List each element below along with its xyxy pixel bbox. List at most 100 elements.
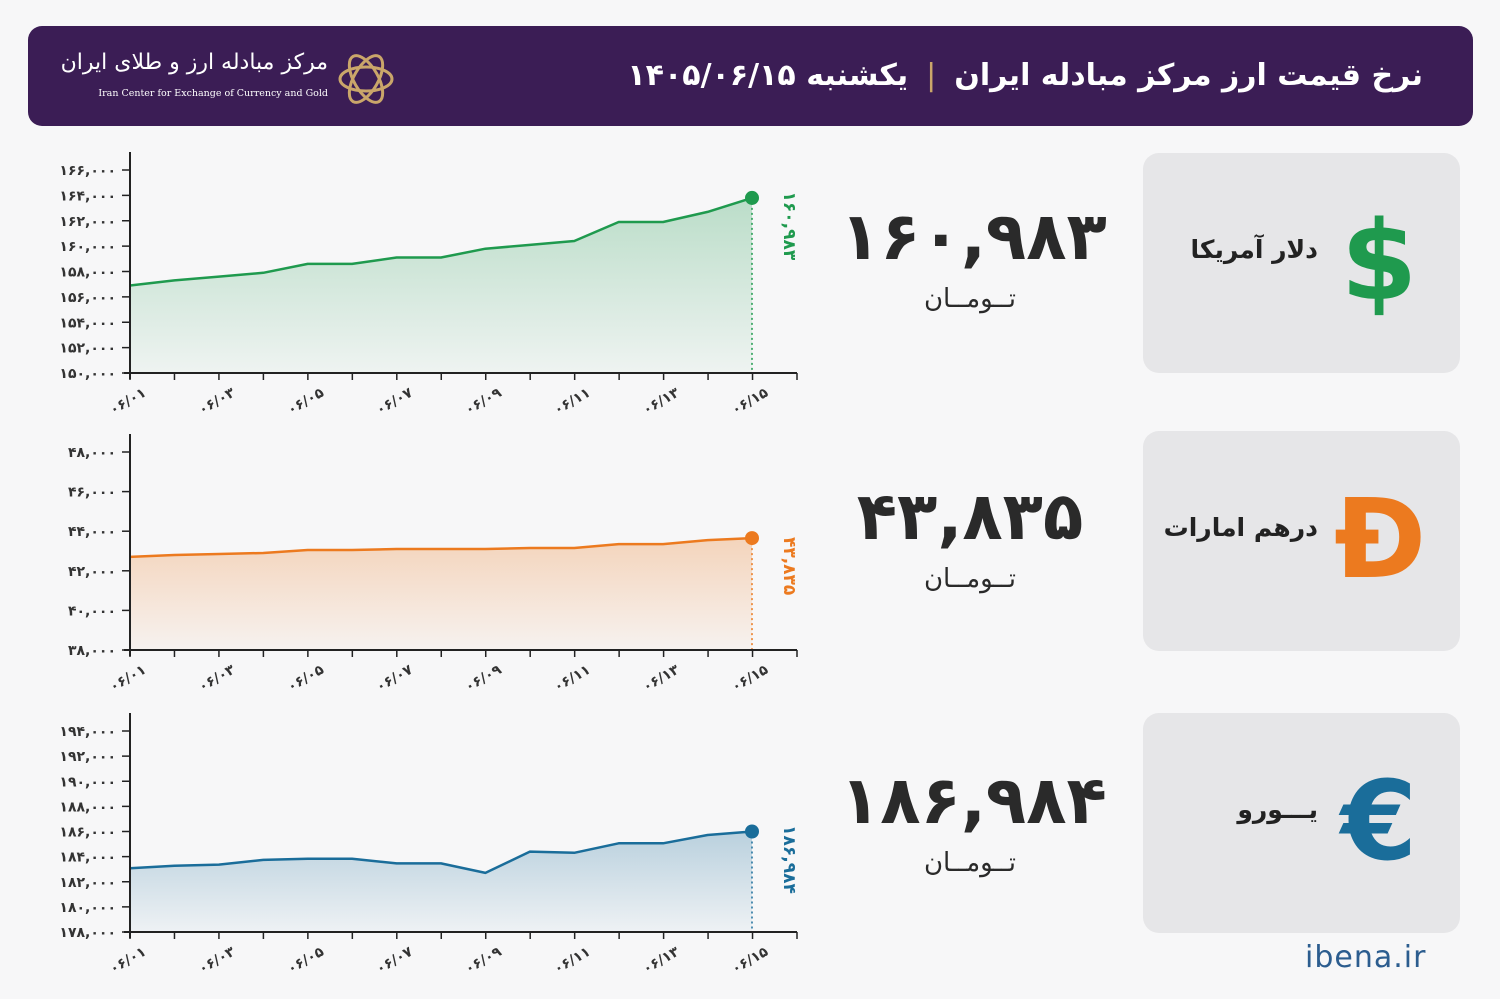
x-tick-label-eur: ۰۶/۱۱ (551, 944, 593, 978)
currency-name-usd: دلار آمریکا (1190, 235, 1318, 264)
chart-point-eur (261, 858, 265, 862)
dollar-icon: $ (1340, 197, 1418, 325)
title-day: یکشنبه (806, 58, 909, 93)
x-tick-label-aed: ۰۶/۱۵ (729, 662, 771, 696)
y-tick-label-usd: ۱۶۴,۰۰۰ (59, 188, 116, 204)
chart-point-usd (350, 262, 354, 266)
chart-point-eur (617, 841, 621, 845)
unit-aed: تــومــان (923, 564, 1017, 594)
chart-point-usd (261, 271, 265, 275)
chart-point-eur (217, 863, 221, 867)
unit-usd: تــومــان (923, 284, 1017, 314)
y-tick-label-aed: ۴۸,۰۰۰ (68, 445, 116, 461)
chart-point-aed (395, 547, 399, 551)
y-tick-label-eur: ۱۸۸,۰۰۰ (59, 799, 116, 815)
y-tick-label-usd: ۱۶۶,۰۰۰ (59, 163, 116, 179)
chart-point-aed (706, 538, 710, 542)
chart-point-aed (439, 547, 443, 551)
chart-point-aed (350, 548, 354, 552)
chart-area-eur (130, 831, 752, 932)
chart-point-aed (572, 546, 576, 550)
chart-point-usd (528, 243, 532, 247)
chart-point-eur (439, 861, 443, 865)
x-tick-label-aed: ۰۶/۰۷ (374, 662, 416, 696)
page-title: نرخ قیمت ارز مرکز مبادله ایران | یکشنبه ۱۴… (627, 50, 1423, 102)
chart-point-aed (483, 547, 487, 551)
y-tick-label-eur: ۱۸۲,۰۰۰ (59, 875, 116, 891)
chart-point-eur (661, 841, 665, 845)
x-tick-label-usd: ۰۶/۰۱ (107, 385, 149, 419)
chart-point-eur (528, 850, 532, 854)
chart-point-eur (395, 861, 399, 865)
header-bar: نرخ قیمت ارز مرکز مبادله ایران | یکشنبه ۱۴… (28, 26, 1473, 126)
y-tick-label-usd: ۱۵۶,۰۰۰ (59, 290, 116, 306)
y-tick-label-aed: ۴۰,۰۰۰ (68, 603, 116, 619)
logo-name-en: Iran Center for Exchange of Currency and… (98, 88, 328, 99)
y-tick-label-eur: ۱۷۸,۰۰۰ (59, 925, 116, 941)
euro-icon: € (1340, 757, 1418, 885)
y-tick-label-eur: ۱۸۴,۰۰۰ (59, 850, 116, 866)
x-tick-label-eur: ۰۶/۰۱ (107, 944, 149, 978)
x-tick-label-aed: ۰۶/۰۳ (196, 662, 238, 696)
x-tick-label-aed: ۰۶/۰۹ (462, 662, 504, 696)
x-tick-label-eur: ۰۶/۰۷ (374, 944, 416, 978)
card-aed: Đ درهم امارات (1143, 431, 1460, 651)
chart-point-usd (439, 256, 443, 260)
x-tick-label-aed: ۰۶/۰۱ (107, 662, 149, 696)
unit-eur: تــومــان (923, 848, 1017, 878)
site-url[interactable]: ibena.ir (1305, 940, 1427, 975)
x-tick-label-eur: ۰۶/۱۳ (640, 944, 682, 978)
value-usd: ۱۶۰,۹۸۳ (840, 198, 1107, 275)
x-tick-label-usd: ۰۶/۱۳ (640, 385, 682, 419)
last-value-label-usd: ۱۶۰,۹۸۳ (779, 192, 799, 261)
x-tick-label-usd: ۰۶/۰۳ (196, 385, 238, 419)
chart-point-usd (745, 190, 759, 205)
chart-point-usd (617, 220, 621, 224)
y-tick-label-aed: ۴۲,۰۰۰ (68, 564, 116, 580)
chart-point-aed (172, 553, 176, 557)
chart-area-usd (130, 197, 752, 373)
x-tick-label-aed: ۰۶/۱۱ (551, 662, 593, 696)
value-aed: ۴۳,۸۳۵ (856, 478, 1084, 555)
chart-point-usd (172, 278, 176, 282)
x-tick-label-usd: ۰۶/۰۵ (285, 385, 327, 419)
chart-point-aed (261, 551, 265, 555)
chart-line-aed (129, 536, 753, 559)
chart-point-eur (572, 851, 576, 855)
chart-point-eur (172, 864, 176, 868)
chart-point-eur (350, 857, 354, 861)
chart-point-usd (483, 247, 487, 251)
x-tick-label-eur: ۰۶/۰۵ (285, 944, 327, 978)
chart-area-aed (130, 538, 752, 650)
logo-name-fa: مرکز مبادله ارز و طلای ایران (60, 50, 328, 75)
y-tick-label-eur: ۱۹۲,۰۰۰ (59, 749, 116, 765)
x-tick-label-usd: ۰۶/۰۹ (462, 385, 504, 419)
chart-point-aed (528, 546, 532, 550)
chart-point-eur (483, 871, 487, 875)
card-usd: $ دلار آمریکا (1143, 153, 1460, 373)
y-tick-label-eur: ۱۸۰,۰۰۰ (59, 900, 116, 916)
chart-point-aed (617, 542, 621, 546)
currency-name-eur: یـــورو (1237, 795, 1318, 824)
y-tick-label-aed: ۴۶,۰۰۰ (68, 485, 116, 501)
y-tick-label-usd: ۱۵۴,۰۰۰ (59, 315, 116, 331)
title-main: نرخ قیمت ارز مرکز مبادله ایران (954, 58, 1423, 93)
chart-point-aed (217, 552, 221, 556)
title-date: ۱۴۰۵/۰۶/۱۵ (627, 58, 796, 93)
y-tick-label-eur: ۱۸۶,۰۰۰ (59, 825, 116, 841)
x-tick-label-eur: ۰۶/۱۵ (729, 944, 771, 978)
chart-point-aed (745, 531, 759, 546)
y-tick-label-usd: ۱۶۰,۰۰۰ (59, 239, 116, 255)
x-tick-label-usd: ۰۶/۱۱ (551, 385, 593, 419)
chart-point-aed (661, 542, 665, 546)
chart-point-aed (306, 548, 310, 552)
chart-point-eur (745, 824, 759, 839)
y-tick-label-usd: ۱۶۲,۰۰۰ (59, 214, 116, 230)
logo: مرکز مبادله ارز و طلای ایران Iran Center… (61, 44, 398, 114)
chart-point-usd (572, 239, 576, 243)
chart-point-usd (306, 262, 310, 266)
x-tick-label-aed: ۰۶/۱۳ (640, 662, 682, 696)
value-eur: ۱۸۶,۹۸۴ (840, 762, 1107, 839)
card-eur: € یـــورو (1143, 713, 1460, 933)
